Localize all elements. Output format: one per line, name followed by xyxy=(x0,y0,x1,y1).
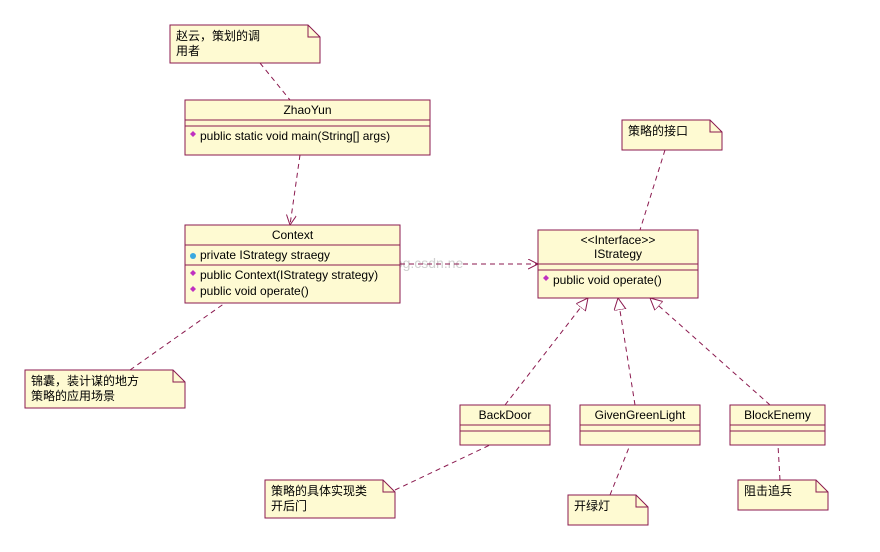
svg-text:Context: Context xyxy=(272,228,314,242)
svg-text:public static void main(String: public static void main(String[] args) xyxy=(200,129,390,143)
edge-backdoor_note_link xyxy=(395,445,490,490)
svg-text:赵云，策划的调: 赵云，策划的调 xyxy=(176,28,260,43)
svg-text:BackDoor: BackDoor xyxy=(479,408,532,422)
edge-zhaoyun_note_link xyxy=(260,63,290,100)
edge-blockenemy_impl xyxy=(650,298,770,405)
edge-context_note_link xyxy=(130,303,225,370)
svg-text:ZhaoYun: ZhaoYun xyxy=(283,103,331,117)
svg-text:public Context(IStrategy strat: public Context(IStrategy strategy) xyxy=(200,268,378,282)
edge-greenlight_impl xyxy=(618,298,635,405)
svg-text:BlockEnemy: BlockEnemy xyxy=(744,408,811,422)
svg-text:开绿灯: 开绿灯 xyxy=(574,498,610,513)
uml-diagram: /blog.csdn.ne赵云，策划的调用者策略的接口锦囊，装计谋的地方策略的应… xyxy=(0,0,880,552)
edge-greenlight_note_link xyxy=(610,445,630,495)
svg-text:<<Interface>>: <<Interface>> xyxy=(581,233,656,247)
svg-text:用者: 用者 xyxy=(176,44,200,58)
svg-text:private IStrategy straegy: private IStrategy straegy xyxy=(200,248,330,262)
svg-text:IStrategy: IStrategy xyxy=(594,247,642,261)
svg-text:public void operate(): public void operate() xyxy=(553,273,662,287)
svg-text:策略的接口: 策略的接口 xyxy=(628,123,688,138)
svg-text:阻击追兵: 阻击追兵 xyxy=(744,483,792,498)
svg-text:策略的具体实现类: 策略的具体实现类 xyxy=(271,483,367,498)
svg-text:锦囊，装计谋的地方: 锦囊，装计谋的地方 xyxy=(31,373,139,388)
svg-text:策略的应用场景: 策略的应用场景 xyxy=(31,388,115,403)
edge-zhaoyun_to_context xyxy=(290,155,300,225)
svg-text:public void operate(): public void operate() xyxy=(200,284,309,298)
svg-text:GivenGreenLight: GivenGreenLight xyxy=(595,408,686,422)
edge-istrategy_note_link xyxy=(640,150,665,230)
edge-blockenemy_note_link xyxy=(778,445,780,480)
edge-backdoor_impl xyxy=(505,298,588,405)
svg-text:开后门: 开后门 xyxy=(271,498,307,513)
